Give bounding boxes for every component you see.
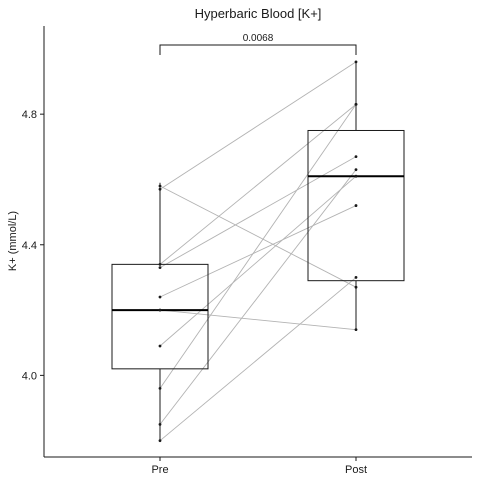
pre-point-2 — [158, 187, 162, 191]
pre-point-5 — [158, 295, 162, 299]
pre-point-3 — [158, 262, 162, 266]
pre-point-4 — [158, 266, 162, 270]
pre-point-9 — [158, 422, 162, 426]
post-point-9 — [354, 168, 358, 172]
paired-line-7 — [159, 175, 357, 347]
post-point-4 — [354, 155, 358, 159]
significance-bracket-line — [159, 44, 357, 55]
pre-point-7 — [158, 344, 162, 348]
pre-point-6 — [158, 308, 162, 312]
post-point-1 — [354, 285, 358, 289]
significance-bracket: 0.0068 — [159, 33, 357, 55]
axes: 4.0 4.4 4.8 Pre Post — [22, 26, 472, 476]
pre-point-8 — [158, 387, 162, 390]
post-point-6 — [354, 328, 358, 332]
pre-point-1 — [158, 184, 162, 188]
paired-line-8 — [159, 104, 357, 389]
data-points — [158, 60, 358, 443]
x-tick-label: Post — [345, 464, 367, 476]
paired-line-1 — [159, 185, 357, 288]
paired-line-10 — [159, 277, 357, 442]
post-box — [307, 129, 405, 282]
chart-title: Hyperbaric Blood [K+] — [195, 6, 322, 21]
significance-p-value: 0.0068 — [243, 33, 274, 44]
paired-line-2 — [159, 61, 357, 190]
post-point-10 — [354, 276, 358, 279]
post-point-8 — [354, 102, 358, 106]
y-tick-label: 4.8 — [22, 109, 37, 121]
paired-lines — [159, 61, 357, 442]
post-point-2 — [354, 60, 358, 64]
pre-point-10 — [158, 439, 162, 443]
y-axis-label: K+ (mmol/L) — [7, 211, 19, 271]
paired-line-5 — [159, 205, 357, 298]
paired-line-3 — [159, 104, 357, 265]
post-point-7 — [354, 174, 358, 178]
paired-line-6 — [159, 309, 357, 331]
y-tick-label: 4.4 — [22, 240, 37, 252]
post-point-5 — [354, 204, 358, 207]
y-tick-label: 4.0 — [22, 370, 37, 382]
paired-line-9 — [159, 169, 357, 425]
x-tick-label: Pre — [151, 464, 168, 476]
paired-line-4 — [159, 156, 357, 269]
